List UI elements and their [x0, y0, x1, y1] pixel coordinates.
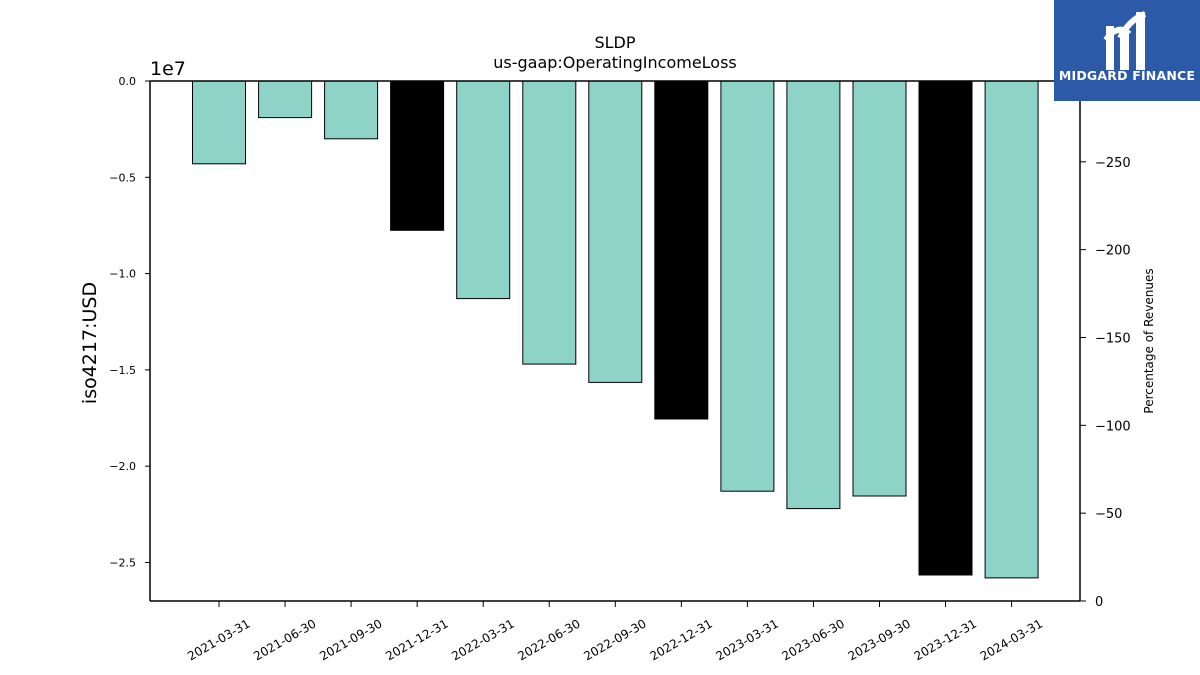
y2-tick-label: −50 — [1095, 507, 1122, 522]
midgard-logo-icon — [1103, 11, 1147, 70]
y-tick-label: −0.5 — [109, 171, 136, 184]
bar-2021-09-30 — [324, 80, 379, 140]
x-tick-label: 2023-03-31 — [713, 616, 780, 663]
x-tick-label: 2021-06-30 — [251, 616, 318, 663]
x-tick-label: 2024-03-31 — [978, 616, 1045, 663]
bar-2022-03-31 — [456, 80, 511, 300]
bar-2021-06-30 — [258, 80, 313, 119]
bars-group — [192, 80, 1039, 579]
logo-text: MIDGARD FINANCE — [1058, 68, 1196, 83]
y-tick-label: −2.0 — [109, 460, 136, 473]
y2-tick-label: −100 — [1095, 419, 1131, 434]
bar-2022-09-30 — [588, 80, 643, 383]
chart-subtitle: us-gaap:OperatingIncomeLoss — [493, 53, 737, 72]
bar-2023-06-30 — [786, 80, 841, 510]
y2-tick-label: −250 — [1095, 156, 1131, 171]
bar-2023-09-30 — [852, 80, 907, 497]
x-tick-label: 2021-03-31 — [185, 616, 252, 663]
y-offset-label: 1e7 — [150, 58, 186, 80]
x-tick-label: 2022-09-30 — [581, 616, 648, 663]
y-tick-label: 0.0 — [119, 75, 137, 88]
y-tick-label: −1.5 — [109, 364, 136, 377]
bar-2022-06-30 — [522, 80, 577, 365]
bar-2021-12-31 — [390, 80, 445, 231]
y2-tick-label: −200 — [1095, 244, 1131, 259]
y-axis-label: iso4217:USD — [79, 282, 101, 404]
x-tick-label: 2022-12-31 — [647, 616, 714, 663]
y-tick-label: −2.5 — [109, 556, 136, 569]
bar-2023-03-31 — [720, 80, 775, 492]
x-tick-label: 2023-12-31 — [912, 616, 979, 663]
x-tick-label: 2021-09-30 — [317, 616, 384, 663]
chart-title: SLDP — [594, 33, 635, 52]
y2-tick-label: 0 — [1095, 595, 1103, 610]
x-tick-label: 2023-06-30 — [780, 616, 847, 663]
bar-2022-12-31 — [654, 80, 709, 420]
x-tick-label: 2022-06-30 — [515, 616, 582, 663]
midgard-finance-logo: MIDGARD FINANCE — [1054, 0, 1200, 101]
x-tick-label: 2021-12-31 — [383, 616, 450, 663]
bar-2024-03-31 — [984, 80, 1039, 579]
y-tick-label: −1.0 — [109, 268, 136, 281]
y2-tick-label: −150 — [1095, 331, 1131, 346]
x-tick-label: 2022-03-31 — [449, 616, 516, 663]
bar-2023-12-31 — [918, 80, 973, 576]
x-tick-label: 2023-09-30 — [846, 616, 913, 663]
bar-2021-03-31 — [192, 80, 246, 165]
y2-axis-label: Percentage of Revenues — [1142, 268, 1156, 413]
